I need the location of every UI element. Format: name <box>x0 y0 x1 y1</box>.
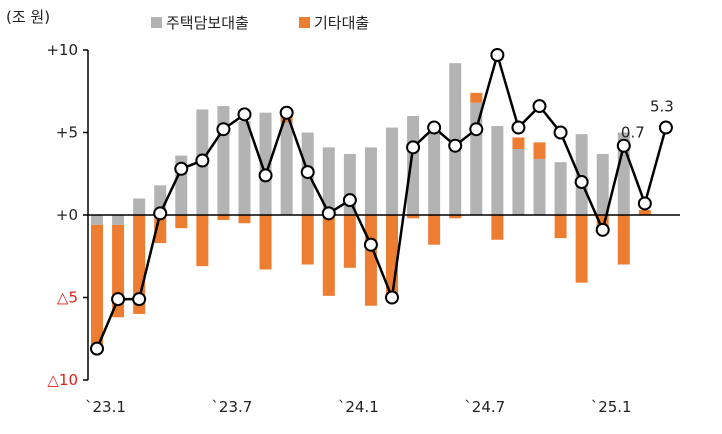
bar-other <box>449 215 462 219</box>
bar-housing <box>112 215 125 225</box>
total-line <box>95 53 668 350</box>
total-point <box>469 122 484 137</box>
bar-other <box>238 215 251 224</box>
axes: +10 +5 +0 △5 △10 `23.1 `23.7 `24.1 `24.7 `25.1 <box>46 41 631 416</box>
bar-other <box>638 210 651 215</box>
data-label: 5.3 <box>650 98 674 116</box>
total-point <box>595 222 610 237</box>
legend-swatch-housing <box>151 17 162 28</box>
bar-other <box>217 215 230 220</box>
legend: 주택담보대출 기타대출 <box>151 14 369 32</box>
total-point <box>385 290 399 305</box>
bar-other <box>596 215 609 227</box>
bar-housing <box>554 162 567 215</box>
total-points <box>90 47 673 356</box>
legend-label-other: 기타대출 <box>314 14 369 32</box>
x-tick-label: `24.1 <box>338 398 379 416</box>
bar-other <box>343 215 356 268</box>
bar-other <box>533 142 546 159</box>
x-tick-label: `25.1 <box>591 398 632 416</box>
total-point <box>279 105 294 120</box>
total-point <box>321 206 336 221</box>
bar-housing <box>575 134 588 215</box>
bar-housing <box>322 147 335 215</box>
total-point <box>363 237 378 252</box>
y-tick-label: △5 <box>57 289 78 307</box>
y-tick-label: △10 <box>47 371 78 389</box>
total-point <box>616 138 631 153</box>
total-point <box>216 122 231 137</box>
bar-other <box>428 215 441 245</box>
total-point <box>132 292 147 307</box>
total-line-path <box>95 53 668 350</box>
bar-other <box>491 215 504 240</box>
unit-label: (조 원) <box>6 8 50 26</box>
total-point <box>153 206 168 221</box>
total-point <box>195 153 210 168</box>
bar-other <box>175 215 188 229</box>
bar-other <box>512 137 525 149</box>
total-point <box>237 107 252 122</box>
bar-other <box>575 215 588 283</box>
y-tick-label: +0 <box>56 206 78 224</box>
bar-other <box>470 92 483 103</box>
total-point <box>448 138 463 153</box>
bar-other <box>91 224 103 347</box>
total-point <box>111 292 126 307</box>
total-point <box>342 193 357 208</box>
bar-housing <box>259 112 272 215</box>
x-tick-label: `24.7 <box>464 398 505 416</box>
bar-housing <box>533 158 546 215</box>
data-label: 0.7 <box>621 123 645 141</box>
data-labels: 0.7 5.3 <box>621 98 674 142</box>
bar-other <box>322 215 335 296</box>
bar-housing <box>470 102 483 215</box>
bars <box>91 63 651 347</box>
legend-label-housing: 주택담보대출 <box>166 14 249 32</box>
x-tick-label: `23.1 <box>85 398 126 416</box>
total-point <box>637 196 652 211</box>
bar-housing <box>428 125 441 215</box>
total-point <box>174 161 189 176</box>
total-point <box>553 125 568 140</box>
y-tick-label: +10 <box>46 41 78 59</box>
bar-housing <box>407 116 420 215</box>
x-tick-label: `23.7 <box>211 398 252 416</box>
total-point <box>511 120 526 135</box>
bar-housing <box>512 149 525 215</box>
total-point <box>90 341 104 356</box>
total-point <box>300 165 315 180</box>
bar-housing <box>364 147 377 215</box>
bar-housing <box>491 125 504 215</box>
bar-other <box>259 215 272 270</box>
bar-other <box>364 215 377 306</box>
bar-other <box>301 215 314 265</box>
bar-housing <box>386 127 398 215</box>
total-point <box>258 168 273 183</box>
total-point <box>490 47 505 62</box>
total-point <box>532 99 547 114</box>
y-tick-label: +5 <box>56 124 78 142</box>
bar-other <box>196 215 209 267</box>
bar-housing <box>280 122 293 215</box>
bar-other <box>617 215 630 265</box>
legend-swatch-other <box>299 17 310 28</box>
total-point <box>658 120 673 135</box>
bar-housing <box>133 198 146 215</box>
total-point <box>574 175 589 189</box>
total-point <box>406 140 421 155</box>
bar-other <box>554 215 567 239</box>
bar-housing <box>238 120 251 215</box>
total-point <box>427 120 442 135</box>
bar-other <box>407 215 420 219</box>
bar-housing <box>596 153 609 215</box>
bar-housing <box>91 215 103 225</box>
